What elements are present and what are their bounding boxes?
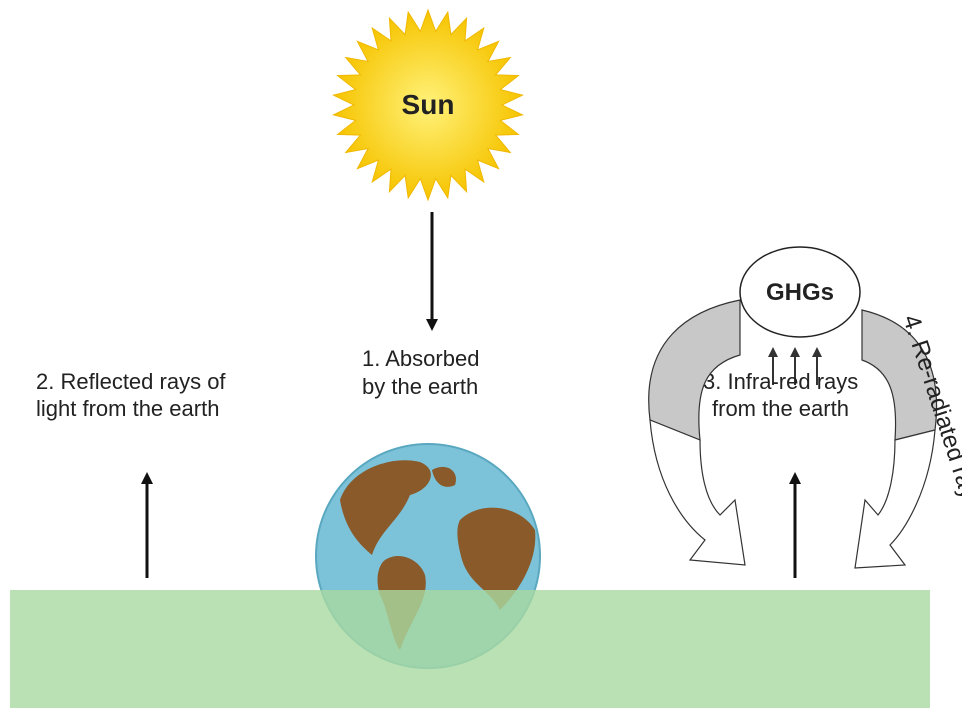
ghgs-label: GHGs [766, 279, 834, 306]
reradiation-arrow-left [649, 300, 745, 565]
reflected-label: 2. Reflected rays of [36, 369, 226, 394]
diagram: Sun 1. Absorbed by the earth 2. Reflecte… [0, 0, 962, 711]
reflected-label: light from the earth [36, 396, 219, 421]
infrared-label: 3. Infra-red rays [703, 369, 858, 394]
absorbed-label: 1. Absorbed [362, 346, 479, 371]
infrared-label: from the earth [712, 396, 849, 421]
absorbed-label: by the earth [362, 374, 478, 399]
sun-label: Sun [402, 89, 455, 120]
ground [10, 590, 930, 708]
